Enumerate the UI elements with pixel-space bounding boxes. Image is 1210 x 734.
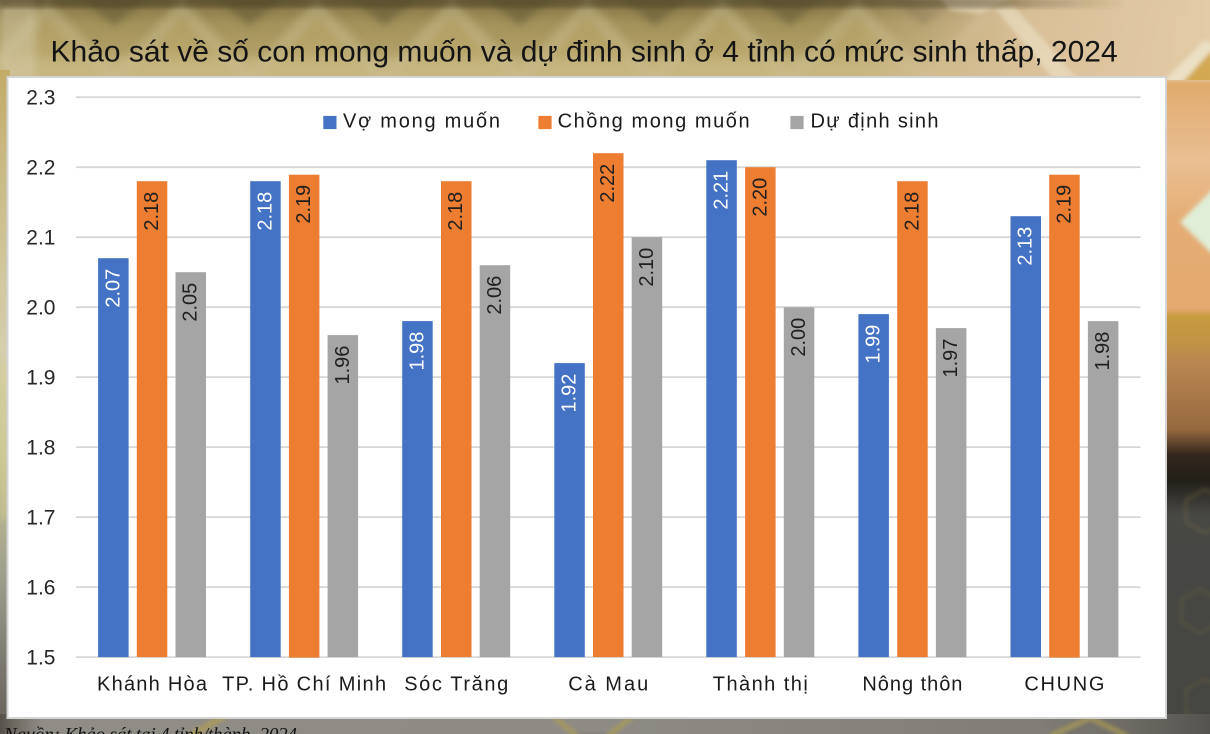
svg-text:2.18: 2.18 (445, 192, 467, 231)
svg-text:Nông thôn: Nông thôn (862, 674, 962, 696)
svg-text:1.92: 1.92 (559, 374, 581, 413)
svg-text:Sóc Trăng: Sóc Trăng (404, 674, 508, 696)
svg-text:1.9: 1.9 (26, 367, 55, 390)
svg-text:Nguồn: Khảo sát tại 4 tỉnh/thà: Nguồn: Khảo sát tại 4 tỉnh/thành, 2024 (3, 725, 298, 734)
svg-text:2.18: 2.18 (141, 192, 163, 231)
svg-text:1.97: 1.97 (940, 339, 962, 378)
svg-text:1.96: 1.96 (332, 346, 354, 385)
svg-text:Cà Mau: Cà Mau (568, 674, 648, 696)
svg-text:2.22: 2.22 (597, 164, 619, 203)
svg-text:2.18: 2.18 (254, 192, 276, 231)
svg-text:Khánh Hòa: Khánh Hòa (97, 674, 208, 696)
svg-text:1.98: 1.98 (1092, 332, 1114, 371)
svg-text:Dự định sinh: Dự định sinh (811, 111, 939, 133)
svg-text:2.21: 2.21 (711, 171, 733, 210)
svg-text:2.18: 2.18 (901, 192, 923, 231)
svg-text:2.3: 2.3 (26, 87, 55, 110)
svg-text:1.5: 1.5 (26, 647, 55, 670)
svg-text:2.00: 2.00 (788, 318, 810, 357)
svg-text:Khảo sát về số con mong muốn v: Khảo sát về số con mong muốn và dự đinh … (51, 36, 1118, 69)
svg-text:1.6: 1.6 (26, 577, 55, 600)
svg-text:2.06: 2.06 (484, 276, 506, 315)
svg-text:1.98: 1.98 (406, 332, 428, 371)
svg-text:Vợ mong muốn: Vợ mong muốn (343, 111, 500, 133)
svg-text:2.10: 2.10 (636, 248, 658, 287)
svg-text:Thành thị: Thành thị (713, 674, 808, 696)
svg-text:1.8: 1.8 (26, 437, 55, 460)
svg-text:1.7: 1.7 (26, 507, 55, 530)
svg-text:TP. Hồ Chí Minh: TP. Hồ Chí Minh (222, 674, 386, 696)
svg-text:CHUNG: CHUNG (1024, 674, 1104, 696)
svg-text:2.05: 2.05 (180, 283, 202, 322)
svg-text:2.19: 2.19 (1053, 185, 1075, 224)
svg-text:2.2: 2.2 (26, 157, 55, 180)
svg-text:Chồng mong muốn: Chồng mong muốn (558, 111, 750, 133)
svg-text:2.0: 2.0 (26, 297, 55, 320)
svg-text:2.13: 2.13 (1015, 227, 1037, 266)
svg-text:2.19: 2.19 (293, 185, 315, 224)
svg-text:2.20: 2.20 (749, 178, 771, 217)
svg-text:1.99: 1.99 (863, 325, 885, 364)
svg-text:2.1: 2.1 (26, 227, 55, 250)
svg-text:2.07: 2.07 (102, 269, 124, 308)
